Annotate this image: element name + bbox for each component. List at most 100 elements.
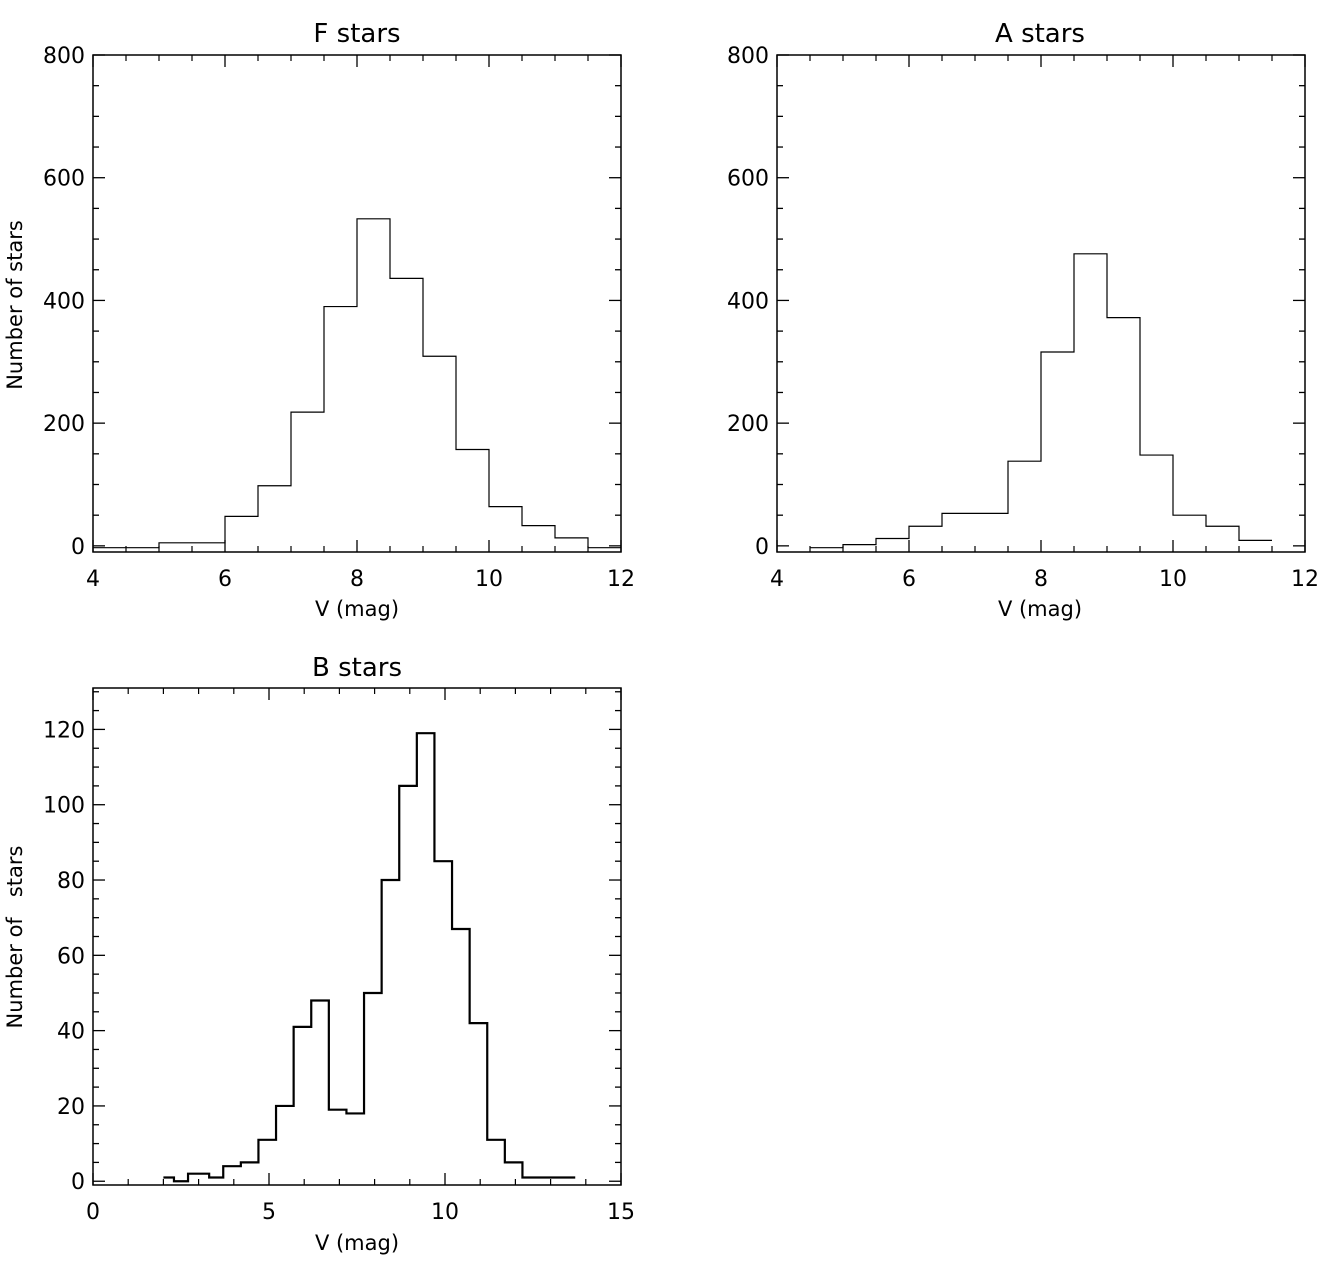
x-tick-label: 15 — [607, 1200, 635, 1225]
histogram-bin — [357, 219, 390, 546]
histogram-bin — [291, 412, 324, 546]
x-tick-label: 6 — [218, 567, 232, 592]
histogram-bin — [588, 546, 621, 548]
histogram-bin — [1206, 526, 1239, 546]
histogram-bin — [522, 1177, 540, 1181]
histogram-bin — [311, 1001, 329, 1182]
x-tick-label: 10 — [1159, 567, 1187, 592]
x-axis-label: V (mag) — [315, 597, 399, 621]
y-tick-label: 60 — [57, 944, 85, 969]
histogram-outline — [163, 732, 576, 1183]
y-tick-label: 0 — [71, 535, 85, 560]
histogram-outline — [810, 253, 1272, 549]
y-tick-label: 0 — [755, 535, 769, 560]
y-tick-label: 40 — [57, 1020, 85, 1045]
histogram-bin — [470, 1023, 488, 1181]
histogram-bin — [346, 1113, 364, 1181]
histogram-bin — [417, 733, 435, 1181]
histogram-bin — [555, 538, 588, 546]
histogram-bin — [126, 546, 159, 548]
y-tick-label: 120 — [43, 718, 85, 743]
histogram-bin — [258, 1140, 276, 1181]
histogram-bin — [364, 993, 382, 1181]
x-tick-label: 10 — [431, 1200, 459, 1225]
histogram-bin — [489, 507, 522, 546]
x-tick-label: 12 — [607, 567, 635, 592]
plot-frame — [92, 687, 622, 1186]
histogram-bin — [1041, 352, 1074, 546]
histogram-bin — [540, 1177, 558, 1181]
histogram-bin — [399, 786, 417, 1181]
x-tick-label: 5 — [262, 1200, 276, 1225]
histogram-bin — [975, 513, 1008, 546]
histogram-bin — [423, 356, 456, 546]
y-tick-label: 600 — [727, 167, 769, 192]
y-tick-label: 200 — [727, 412, 769, 437]
y-axis-label: Number of stars — [3, 846, 27, 1029]
histogram-bin — [522, 526, 555, 546]
panel-title: A stars — [995, 19, 1085, 49]
histogram-bin — [1140, 455, 1173, 546]
histogram-bin — [876, 539, 909, 546]
histogram-bin — [192, 543, 225, 546]
b-stars-panel: B stars V (mag) Number of stars 0 5 10 15 0 2… — [3, 653, 635, 1255]
histogram-bin — [382, 880, 400, 1181]
histogram-bin — [810, 546, 843, 548]
histogram-bin — [558, 1177, 576, 1181]
histogram-bin — [294, 1027, 312, 1181]
histogram-bin — [93, 546, 126, 548]
histogram-bin — [452, 929, 470, 1181]
histogram-bin — [159, 543, 192, 546]
x-tick-label: 4 — [86, 567, 100, 592]
a-stars-panel: A stars V (mag) 4 6 8 10 12 0 200 400 600 800 — [727, 19, 1319, 621]
panel-title: B stars — [312, 653, 402, 683]
panel-title: F stars — [313, 19, 400, 49]
histogram-bin — [188, 1174, 199, 1182]
x-tick-label: 8 — [1034, 567, 1048, 592]
histogram-bin — [456, 450, 489, 546]
y-tick-label: 800 — [43, 44, 85, 69]
histogram-bin — [1239, 540, 1272, 546]
histogram-bin — [1173, 515, 1206, 546]
histogram-outline — [93, 218, 621, 549]
histogram-bin — [209, 1177, 223, 1181]
histogram-bin — [390, 278, 423, 546]
histogram-bin — [942, 513, 975, 546]
histogram-bin — [163, 1177, 174, 1181]
histogram-bin — [241, 1162, 259, 1181]
y-tick-label: 0 — [71, 1170, 85, 1195]
y-tick-label: 400 — [727, 289, 769, 314]
histogram-bin — [199, 1174, 210, 1182]
histogram-bin — [843, 545, 876, 546]
y-tick-label: 600 — [43, 167, 85, 192]
histogram-bin — [1074, 254, 1107, 546]
y-tick-label: 200 — [43, 412, 85, 437]
y-tick-label: 800 — [727, 44, 769, 69]
histogram-bin — [505, 1162, 523, 1181]
histogram-bin — [329, 1110, 347, 1182]
histogram-bin — [1008, 461, 1041, 546]
histogram-bin — [258, 486, 291, 546]
histogram-bin — [909, 526, 942, 546]
x-tick-label: 10 — [475, 567, 503, 592]
f-stars-panel: F stars V (mag) Number of stars 4 6 8 10 12 0… — [3, 19, 635, 621]
x-tick-label: 6 — [902, 567, 916, 592]
histogram-bin — [225, 516, 258, 545]
x-tick-label: 4 — [770, 567, 784, 592]
y-tick-label: 80 — [57, 869, 85, 894]
histogram-bin — [434, 861, 452, 1181]
x-tick-label: 8 — [350, 567, 364, 592]
y-tick-label: 20 — [57, 1095, 85, 1120]
x-axis-label: V (mag) — [315, 1231, 399, 1255]
histogram-bin — [324, 307, 357, 546]
x-tick-label: 0 — [86, 1200, 100, 1225]
histogram-bin — [276, 1106, 294, 1181]
histogram-bin — [223, 1166, 241, 1181]
histogram-bin — [487, 1140, 505, 1181]
y-tick-label: 100 — [43, 794, 85, 819]
x-axis-label: V (mag) — [998, 597, 1082, 621]
x-tick-label: 12 — [1291, 567, 1319, 592]
y-tick-label: 400 — [43, 289, 85, 314]
y-axis-label: Number of stars — [3, 220, 27, 390]
